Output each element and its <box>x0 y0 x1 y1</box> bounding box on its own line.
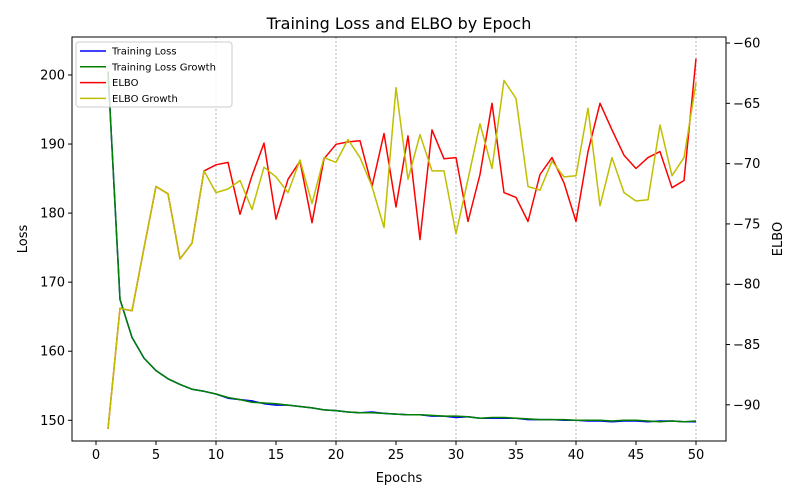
y-tick-label-160: 160 <box>40 345 65 360</box>
series-line-elbo-growth <box>107 79 697 429</box>
x-tick-label-35: 35 <box>508 448 525 463</box>
series-line-elbo <box>107 58 697 429</box>
x-tick-label-45: 45 <box>628 448 645 463</box>
x-tick-label-50: 50 <box>688 448 705 463</box>
y-tick-label-150: 150 <box>40 414 65 429</box>
y-tick-label-200: 200 <box>40 68 65 83</box>
x-tick-label-10: 10 <box>208 448 225 463</box>
x-tick-label-25: 25 <box>388 448 405 463</box>
x-axis-label: Epochs <box>376 471 423 486</box>
y2-axis-label: ELBO <box>771 222 786 256</box>
y2-tick-label--90: −90 <box>733 398 760 413</box>
chart-title: Training Loss and ELBO by Epoch <box>266 14 532 33</box>
y-tick-label-190: 190 <box>40 138 65 153</box>
x-tick-label-20: 20 <box>328 448 345 463</box>
y2-tick-label--85: −85 <box>733 338 760 353</box>
grid-lines <box>215 37 697 441</box>
series-line-training-loss-growth <box>107 71 697 423</box>
series-lines <box>107 58 697 429</box>
x-tick-label-15: 15 <box>268 448 285 463</box>
y2-tick-label--70: −70 <box>733 157 760 172</box>
y-tick-label-180: 180 <box>40 207 65 222</box>
legend-label-elbo: ELBO <box>112 78 139 89</box>
y2-tick-label--75: −75 <box>733 217 760 232</box>
x-tick-label-40: 40 <box>568 448 585 463</box>
legend-label-training-loss-growth: Training Loss Growth <box>111 62 216 73</box>
x-axis-ticks: 0 5 10 15 20 25 30 35 40 45 50 <box>92 441 704 463</box>
y2-tick-label--60: −60 <box>733 37 760 52</box>
y2-tick-label--65: −65 <box>733 97 760 112</box>
legend-label-elbo-growth: ELBO Growth <box>112 94 178 105</box>
legend: Training Loss Training Loss Growth ELBO ELB… <box>75 41 233 108</box>
plot-frame <box>71 36 727 442</box>
x-tick-label-30: 30 <box>448 448 465 463</box>
y-axis-label: Loss <box>16 225 31 254</box>
legend-box <box>75 41 233 108</box>
y2-axis-ticks: −90 −85 −80 −75 −70 −65 −60 <box>726 37 760 413</box>
x-tick-label-5: 5 <box>152 448 160 463</box>
x-tick-label-0: 0 <box>92 448 100 463</box>
y-tick-label-170: 170 <box>40 276 65 291</box>
y-axis-ticks: 150 160 170 180 190 200 <box>40 68 72 429</box>
y2-tick-label--80: −80 <box>733 278 760 293</box>
legend-label-training-loss: Training Loss <box>111 47 177 58</box>
